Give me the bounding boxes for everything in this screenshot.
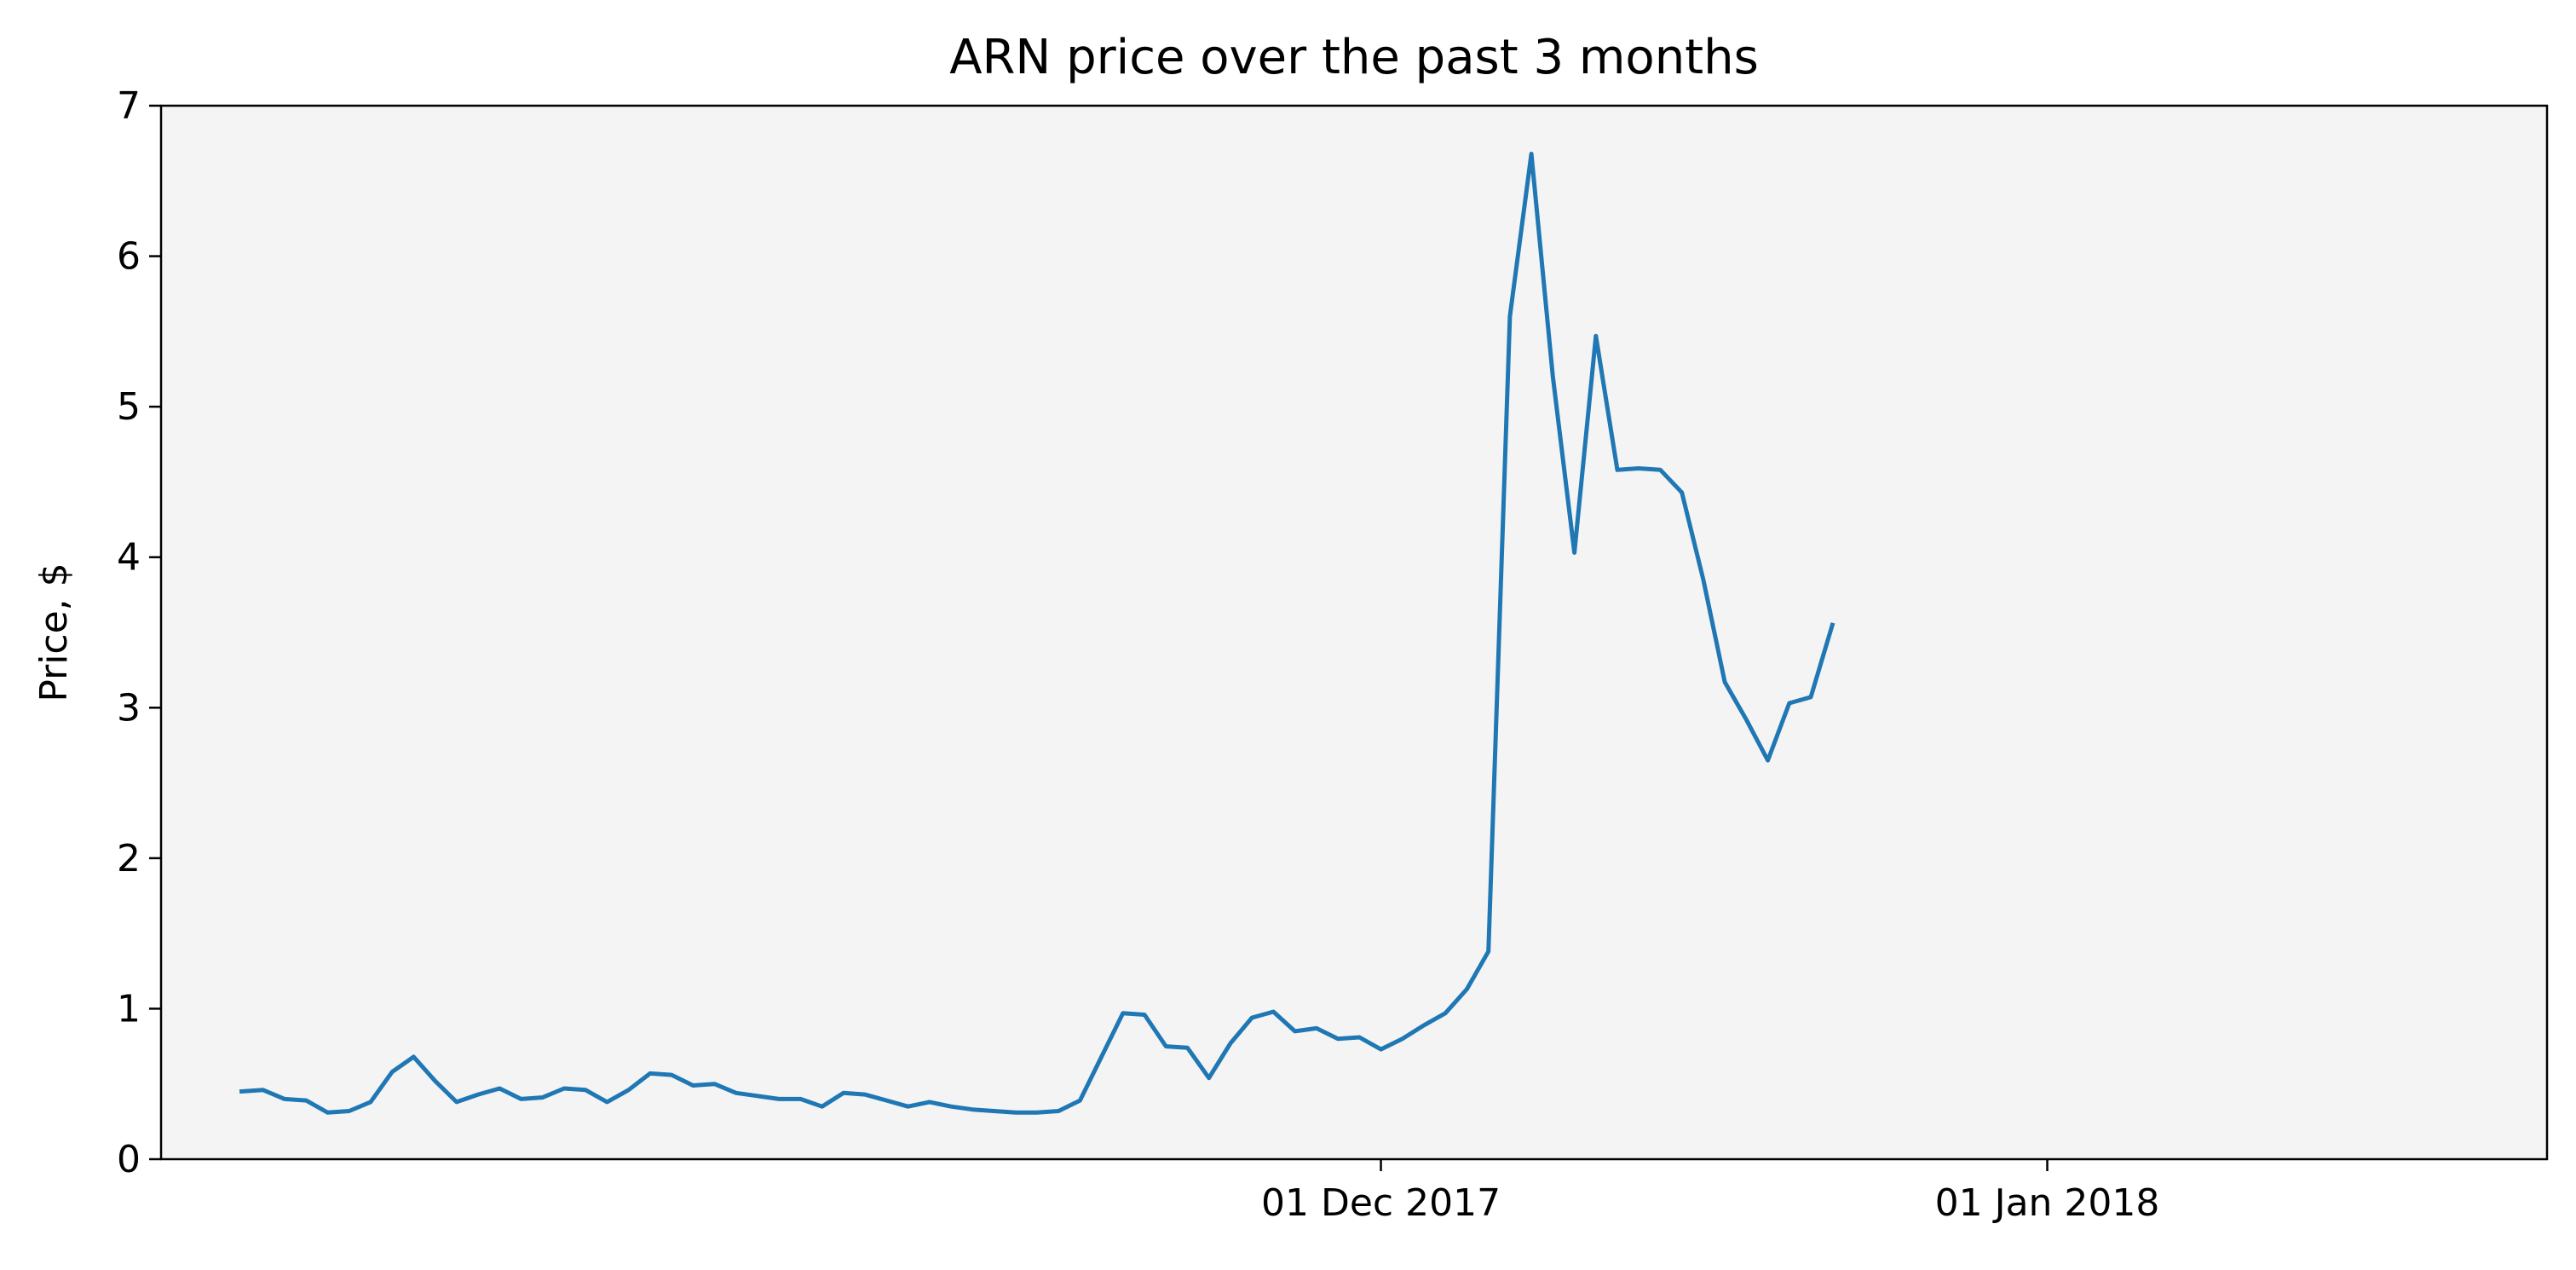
y-axis: 0 1 2 3 4 5 6 7: [117, 84, 161, 1181]
chart-title: ARN price over the past 3 months: [949, 30, 1759, 85]
y-tick-label-4: 4: [117, 536, 141, 580]
x-axis: 01 Dec 2017 01 Jan 2018: [1261, 1159, 2159, 1225]
series-layer: [239, 152, 1835, 1115]
plot-frame: [159, 104, 2549, 1161]
y-tick-label-1: 1: [117, 987, 141, 1030]
plot-area: [161, 106, 2547, 1159]
y-tick-label-0: 0: [117, 1138, 141, 1181]
y-axis-label: Price, $: [32, 563, 76, 701]
y-tick-label-3: 3: [117, 686, 141, 730]
series-line-0: [239, 152, 1835, 1115]
y-tick-label-7: 7: [117, 84, 141, 128]
y-tick-label-2: 2: [117, 837, 141, 880]
y-tick-label-6: 6: [117, 235, 141, 279]
y-tick-label-5: 5: [117, 385, 141, 429]
x-tick-label-1: 01 Jan 2018: [1935, 1181, 2160, 1225]
x-tick-label-0: 01 Dec 2017: [1261, 1181, 1501, 1225]
